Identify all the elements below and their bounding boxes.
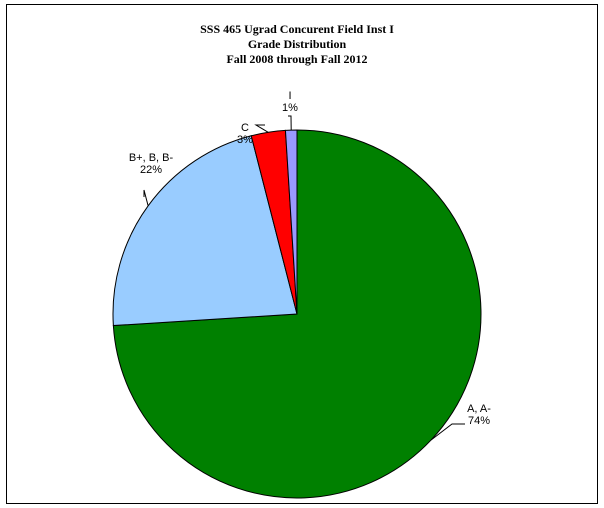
data-label-category: C	[241, 122, 249, 134]
pie-slices	[112, 129, 482, 499]
leader-line	[143, 189, 149, 206]
chart-title-line-3: Fall 2008 through Fall 2012	[226, 52, 367, 66]
data-label-category: I	[288, 90, 291, 102]
data-label-category: A, A-	[467, 403, 491, 415]
leader-line	[288, 115, 292, 131]
pie-slice-b-b-b	[112, 135, 298, 327]
data-label-percent: 22%	[140, 164, 162, 176]
leader-line	[254, 124, 269, 133]
chart-title-line-2: Grade Distribution	[248, 37, 347, 51]
data-label-percent: 1%	[282, 102, 298, 114]
leader-line	[430, 423, 465, 441]
data-label-percent: 74%	[468, 415, 490, 427]
data-label-category: B+, B, B-	[129, 152, 174, 164]
chart-title: SSS 465 Ugrad Concurent Field Inst I Gra…	[200, 22, 394, 66]
chart-title-line-1: SSS 465 Ugrad Concurent Field Inst I	[200, 22, 394, 36]
data-label-percent: 3%	[237, 134, 253, 146]
chart-frame: SSS 465 Ugrad Concurent Field Inst I Gra…	[6, 4, 598, 504]
label-leader-lines	[143, 115, 465, 441]
data-labels: A, A-74% B+, B, B-22% C3% I1%	[129, 90, 491, 427]
pie-chart: SSS 465 Ugrad Concurent Field Inst I Gra…	[112, 22, 491, 499]
